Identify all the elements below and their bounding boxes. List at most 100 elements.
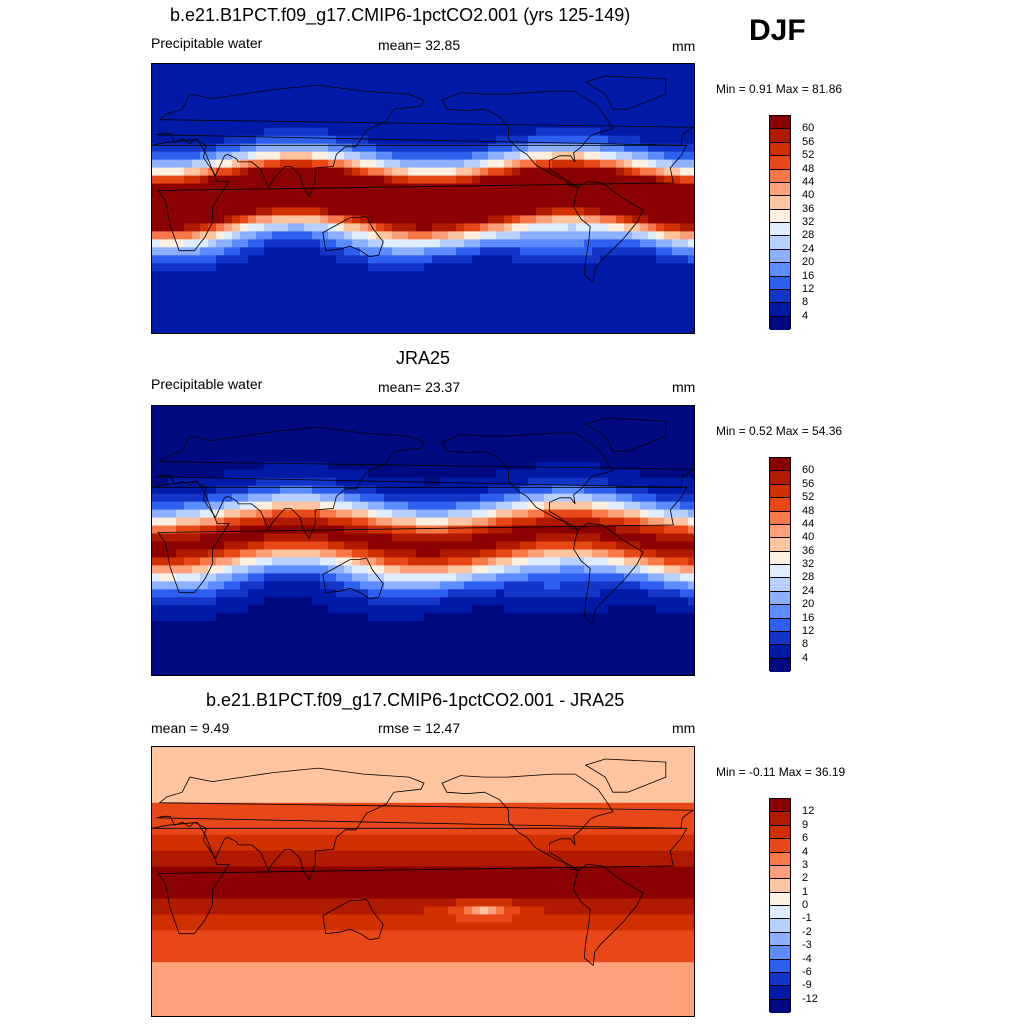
colorbar-swatch bbox=[770, 631, 790, 646]
map-cell bbox=[632, 167, 641, 177]
map-cell bbox=[240, 271, 249, 280]
map-cell bbox=[344, 461, 353, 471]
map-cell bbox=[520, 71, 529, 81]
map-cell bbox=[592, 287, 601, 296]
map-cell bbox=[568, 71, 577, 81]
map-cell bbox=[312, 597, 321, 606]
map-cell bbox=[496, 231, 505, 240]
map-cell bbox=[312, 406, 321, 415]
map-cell bbox=[192, 890, 201, 900]
map-cell bbox=[400, 295, 409, 304]
map-cell bbox=[400, 311, 409, 320]
map-cell bbox=[288, 255, 297, 264]
map-cell bbox=[424, 247, 433, 256]
map-cell bbox=[200, 453, 209, 463]
map-cell bbox=[432, 151, 441, 161]
map-cell bbox=[576, 613, 585, 622]
map-cell bbox=[184, 914, 193, 923]
map-cell bbox=[400, 127, 409, 137]
map-cell bbox=[536, 477, 545, 487]
map-cell bbox=[552, 525, 561, 535]
map-cell bbox=[288, 239, 297, 248]
map-cell bbox=[592, 327, 601, 333]
map-cell bbox=[648, 429, 657, 439]
map-cell bbox=[256, 271, 265, 280]
map-cell bbox=[200, 629, 209, 638]
map-cell bbox=[272, 406, 281, 415]
map-cell bbox=[168, 485, 177, 495]
map-cell bbox=[520, 445, 529, 455]
map-cell bbox=[400, 621, 409, 630]
map-cell bbox=[264, 271, 273, 280]
map-cell bbox=[192, 858, 201, 868]
map-cell bbox=[176, 287, 185, 296]
map-cell bbox=[656, 501, 665, 511]
map-cell bbox=[672, 533, 681, 543]
map-cell bbox=[352, 79, 361, 89]
map-cell bbox=[496, 621, 505, 630]
map-cell bbox=[464, 327, 473, 333]
map-cell bbox=[344, 167, 353, 177]
map-cell bbox=[656, 239, 665, 248]
map-cell bbox=[184, 986, 193, 995]
map-cell bbox=[184, 557, 193, 567]
map-cell bbox=[368, 621, 377, 630]
map-cell bbox=[280, 581, 289, 590]
map-cell bbox=[296, 271, 305, 280]
map-cell bbox=[152, 794, 161, 804]
map-cell bbox=[600, 287, 609, 296]
map-cell bbox=[240, 143, 249, 153]
colorbar-swatch bbox=[770, 116, 790, 130]
map-cell bbox=[608, 199, 617, 209]
map-cell bbox=[168, 111, 177, 121]
map-cell bbox=[344, 637, 353, 646]
map-cell bbox=[320, 509, 329, 519]
map-cell bbox=[664, 621, 673, 630]
map-cell bbox=[224, 669, 233, 675]
map-cell bbox=[584, 406, 593, 415]
map-cell bbox=[688, 295, 694, 304]
map-cell bbox=[208, 525, 217, 535]
map-cell bbox=[544, 501, 553, 511]
map-cell bbox=[304, 199, 313, 209]
map-cell bbox=[616, 167, 625, 177]
map-cell bbox=[624, 191, 633, 201]
map-cell bbox=[184, 605, 193, 614]
map-cell bbox=[640, 605, 649, 614]
map-cell bbox=[192, 517, 201, 527]
map-cell bbox=[248, 469, 257, 479]
map-cell bbox=[464, 573, 473, 582]
map-cell bbox=[632, 279, 641, 288]
map-cell bbox=[656, 215, 665, 225]
map-cell bbox=[512, 501, 521, 511]
map-cell bbox=[288, 597, 297, 606]
map-cell bbox=[184, 922, 193, 931]
colorbar-swatch bbox=[770, 129, 790, 143]
map-cell bbox=[544, 239, 553, 248]
map-cell bbox=[640, 469, 649, 479]
map-cell bbox=[448, 279, 457, 288]
map-cell bbox=[232, 581, 241, 590]
map-cell bbox=[264, 445, 273, 455]
map-cell bbox=[304, 64, 313, 73]
map-cell bbox=[576, 183, 585, 193]
map-cell bbox=[416, 175, 425, 185]
map-cell bbox=[328, 533, 337, 543]
map-cell bbox=[392, 565, 401, 574]
map-cell bbox=[384, 159, 393, 169]
map-cell bbox=[232, 429, 241, 439]
map-cell bbox=[344, 64, 353, 73]
map-cell bbox=[688, 541, 694, 551]
map-cell bbox=[408, 319, 417, 328]
map-cell bbox=[344, 127, 353, 137]
map-cell bbox=[344, 87, 353, 97]
map-cell bbox=[464, 541, 473, 551]
map-cell bbox=[352, 135, 361, 145]
map-cell bbox=[240, 87, 249, 97]
map-cell bbox=[544, 215, 553, 225]
map-cell bbox=[616, 669, 625, 675]
map-cell bbox=[384, 87, 393, 97]
map-cell bbox=[192, 485, 201, 495]
map-cell bbox=[160, 477, 169, 487]
map-cell bbox=[192, 581, 201, 590]
